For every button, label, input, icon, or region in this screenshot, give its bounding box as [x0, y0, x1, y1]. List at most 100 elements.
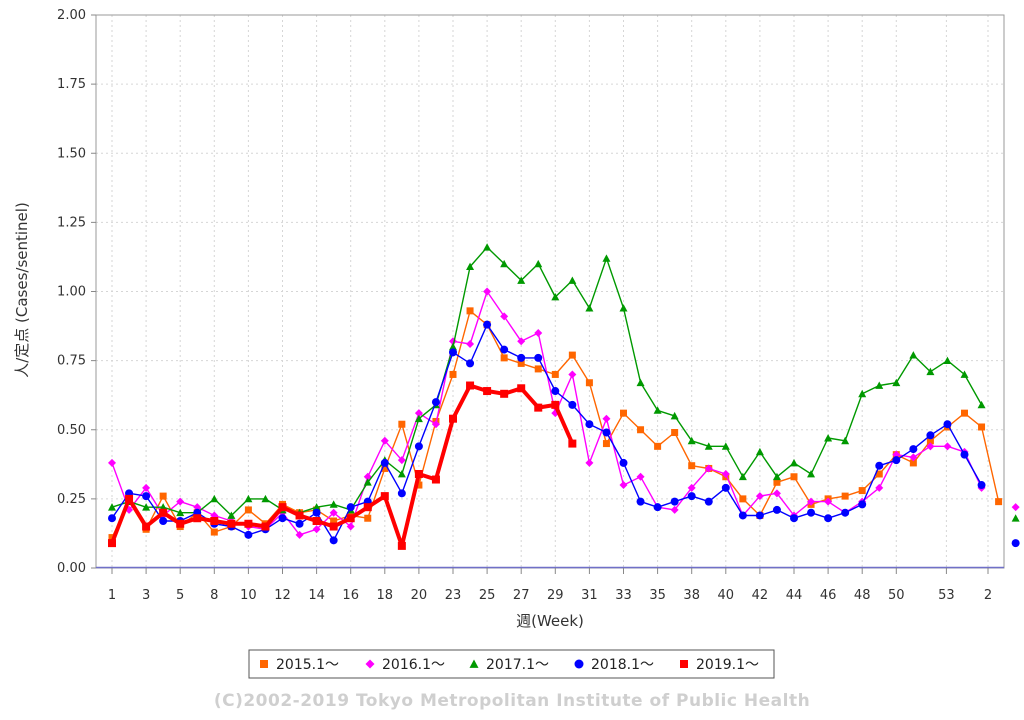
series-3-point [790, 458, 798, 467]
series-4-point [466, 359, 475, 368]
series-5-point [534, 403, 543, 412]
series-5-point [500, 389, 509, 398]
series-4-point [636, 497, 645, 506]
legend-item-2: 2016.1～ [365, 657, 445, 673]
series-2-point [193, 503, 202, 512]
series-3-point [670, 411, 679, 420]
y-tick-label: 2.00 [57, 8, 86, 23]
series-5-point [363, 503, 372, 512]
series-layer [108, 243, 1020, 550]
series-2-point [721, 469, 730, 478]
series-1-point [654, 442, 662, 450]
legend-label: 2019.1～ [696, 657, 759, 673]
x-tick-label: 46 [820, 588, 837, 603]
series-3-point [142, 503, 151, 511]
series-3-point [858, 389, 867, 398]
series-2-point [670, 505, 679, 514]
series-2-point [568, 370, 577, 379]
series-5-point [295, 511, 304, 520]
series-4-point [431, 398, 440, 407]
series-3-point [414, 414, 423, 423]
series-4-point [738, 511, 747, 520]
series-4-point [977, 481, 986, 490]
legend-marker [469, 659, 479, 668]
series-4-point [1011, 539, 1020, 548]
series-1-point [381, 464, 389, 472]
series-4-point [534, 353, 543, 362]
legend-label: 2015.1～ [276, 657, 339, 673]
series-1-point [620, 409, 627, 417]
series-4-point [108, 514, 116, 523]
series-4-point [943, 420, 952, 429]
series-4-point [329, 536, 338, 545]
series-2-point [517, 337, 526, 346]
x-tick-label: 20 [411, 588, 428, 603]
series-3-point [227, 511, 236, 519]
series-4-point [755, 511, 764, 520]
x-tick-label: 48 [854, 588, 871, 603]
series-4-point [568, 400, 577, 409]
series-3-point [176, 508, 185, 517]
series-4-point [244, 530, 253, 539]
x-tick-label: 40 [718, 588, 735, 603]
series-5-point [329, 522, 338, 531]
series-3-point [517, 276, 526, 284]
series-5-point [210, 516, 219, 525]
legend-marker [680, 660, 688, 668]
series-2-point [108, 458, 116, 467]
series-5-point [380, 492, 389, 501]
series-3-point [960, 370, 969, 378]
series-1-point [330, 517, 338, 525]
series-3-line [112, 247, 1016, 518]
series-3-point [210, 494, 219, 503]
series-2-point [176, 497, 185, 506]
series-5-line [110, 383, 575, 548]
series-4-point [619, 458, 628, 467]
y-tick-label: 1.25 [57, 215, 86, 230]
series-3-point [909, 351, 918, 359]
series-1-point [773, 478, 781, 486]
x-tick-label: 33 [615, 588, 632, 603]
x-tick-label: 27 [513, 588, 530, 603]
footer-copyright: (C)2002-2019 Tokyo Metropolitan Institut… [214, 691, 810, 711]
series-2-point [500, 312, 509, 321]
series-3-point [261, 494, 270, 503]
x-tick-label: 38 [683, 588, 700, 603]
series-3-point [687, 436, 696, 445]
series-4-point [517, 353, 526, 362]
series-2-point [892, 450, 901, 459]
series-1-point [858, 487, 866, 495]
series-4-point [142, 492, 151, 501]
series-5-point [551, 400, 560, 409]
series-4-point [824, 514, 833, 523]
series-3-point [244, 494, 253, 503]
series-3-point [875, 381, 884, 389]
series-1-point [415, 481, 423, 489]
x-tick-label: 53 [938, 588, 955, 603]
series-5-point [125, 494, 134, 503]
series-1-point [568, 351, 576, 359]
series-5-point [176, 519, 185, 528]
series-4-point [414, 442, 423, 451]
series-5-point [312, 516, 321, 525]
series-1-point [585, 379, 593, 387]
x-tick-label: 2 [984, 588, 992, 603]
series-4-point [653, 503, 662, 512]
series-1-point [364, 514, 372, 522]
legend-item-5: 2019.1～ [680, 657, 759, 673]
series-2-point [824, 497, 833, 506]
series-2-point [585, 458, 594, 467]
series-2-point [295, 530, 304, 539]
series-4-point [875, 461, 884, 470]
series-5-point [261, 522, 270, 531]
y-tick-label: 1.50 [57, 146, 86, 161]
x-tick-label: 8 [210, 588, 218, 603]
series-2-point [142, 483, 151, 492]
series-2-point [397, 456, 406, 465]
series-4-point [858, 500, 867, 509]
legend-marker [260, 660, 268, 668]
series-2-point [875, 483, 884, 492]
series-4-point [807, 508, 816, 517]
series-5 [108, 381, 577, 550]
series-3-point [636, 378, 645, 387]
